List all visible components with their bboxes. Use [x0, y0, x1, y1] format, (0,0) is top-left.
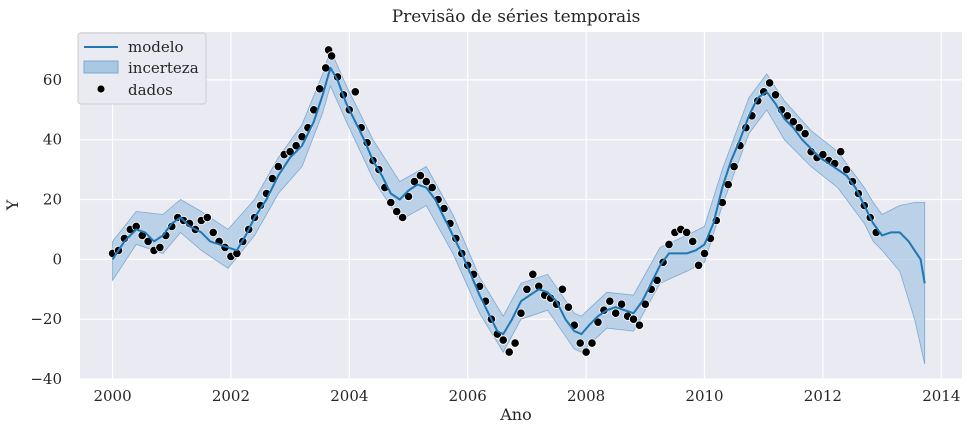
legend-label-model: modelo	[128, 38, 184, 56]
x-tick-label: 2000	[93, 387, 131, 405]
data-point	[794, 123, 804, 133]
y-tick-label: 20	[43, 191, 62, 209]
data-point	[788, 117, 798, 127]
data-point	[836, 147, 846, 157]
data-point	[291, 141, 301, 151]
x-tick-label: 2014	[922, 387, 960, 405]
x-tick-label: 2006	[449, 387, 487, 405]
data-point	[386, 197, 396, 208]
data-point	[155, 242, 165, 252]
data-point	[427, 183, 437, 193]
data-point	[693, 260, 704, 270]
data-point	[421, 177, 431, 187]
data-point	[516, 308, 526, 318]
data-point	[634, 320, 645, 330]
data-point	[285, 147, 295, 157]
data-point	[557, 284, 568, 294]
model-line	[111, 66, 926, 336]
data-point	[699, 248, 710, 258]
data-point	[575, 338, 585, 348]
data-point	[534, 281, 544, 291]
data-point	[841, 165, 852, 175]
legend-box	[77, 32, 207, 105]
data-point	[581, 347, 591, 357]
legend-label-band: incerteza	[128, 59, 199, 77]
data-point	[143, 236, 153, 246]
data-point	[403, 191, 414, 202]
data-point	[510, 338, 520, 348]
data-point	[770, 90, 781, 100]
x-tick-label: 2002	[212, 387, 250, 405]
data-point	[415, 171, 425, 181]
legend-band-swatch	[83, 60, 119, 74]
legend: modelo incerteza dados	[77, 32, 207, 105]
data-point	[628, 314, 639, 324]
data-point	[688, 236, 698, 246]
data-point	[504, 347, 514, 357]
data-point	[326, 51, 337, 61]
data-point	[498, 335, 508, 345]
data-point	[587, 338, 597, 348]
data-point	[392, 206, 402, 217]
x-tick-label: 2004	[330, 387, 368, 405]
data-point	[273, 162, 283, 172]
chart-title: Previsão de séries temporais	[392, 7, 641, 27]
data-point	[682, 227, 692, 237]
x-tick-label: 2008	[567, 387, 605, 405]
y-tick-label: −20	[30, 310, 62, 328]
data-point	[350, 87, 360, 97]
data-point	[563, 302, 574, 312]
data-point	[605, 296, 615, 306]
data-point	[611, 308, 621, 318]
y-tick-label: 0	[52, 250, 62, 268]
data-point	[208, 227, 218, 237]
data-point	[528, 269, 538, 279]
data-point	[664, 239, 674, 249]
plot-area	[80, 32, 962, 379]
x-tick-label: 2012	[804, 387, 842, 405]
y-tick-label: 40	[43, 131, 62, 149]
y-axis-label: Y	[3, 199, 22, 211]
model-series-line	[111, 66, 926, 336]
data-point	[764, 78, 775, 88]
data-point	[397, 212, 408, 223]
data-point	[729, 162, 739, 172]
data-point	[593, 317, 603, 327]
legend-label-points: dados	[128, 81, 173, 99]
y-tick-label: −40	[30, 370, 62, 388]
legend-points-swatch	[96, 84, 106, 94]
y-tick-labels: −40 −20 0 20 40 60	[30, 71, 62, 388]
data-point	[800, 129, 810, 139]
x-tick-label: 2010	[685, 387, 723, 405]
x-tick-labels: 2000 2002 2004 2006 2008 2010 2012 2014	[93, 387, 960, 405]
uncertainty-band-area	[112, 48, 926, 365]
data-point	[616, 299, 627, 309]
data-point	[522, 284, 532, 294]
x-axis-label: Ano	[499, 405, 532, 424]
y-tick-label: 60	[43, 71, 62, 89]
uncertainty-band	[112, 48, 926, 365]
data-point	[202, 212, 212, 223]
